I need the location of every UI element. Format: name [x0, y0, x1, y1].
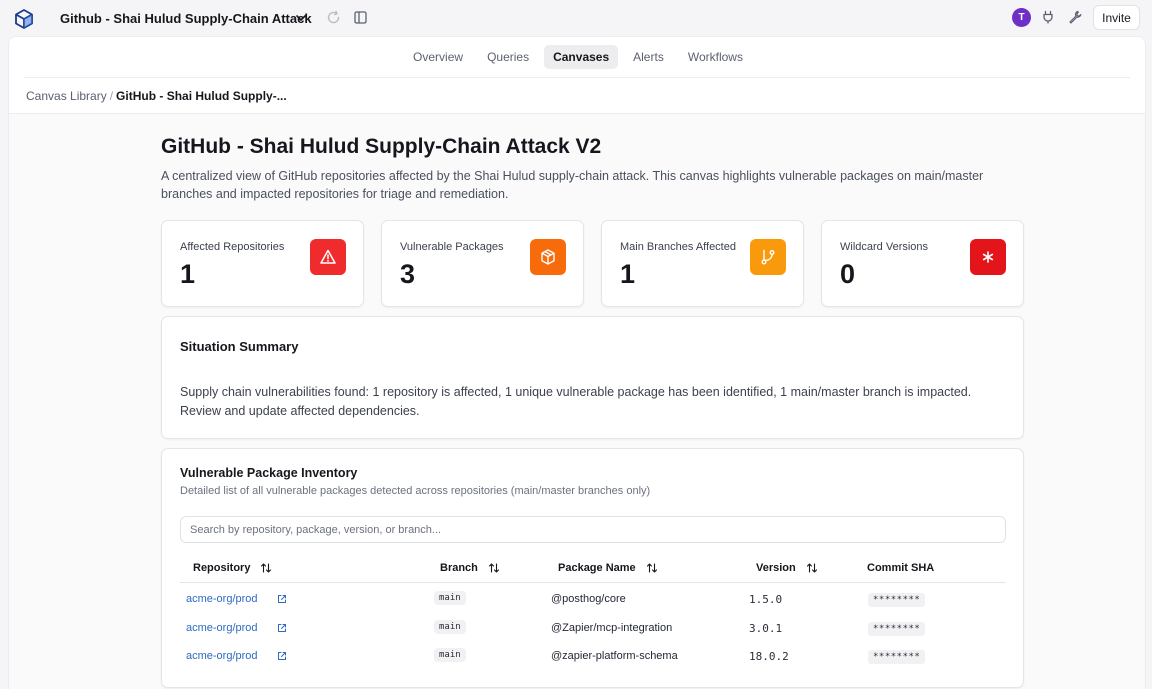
- branch-badge: main: [434, 648, 466, 662]
- branch-badge: main: [434, 591, 466, 605]
- table-row: acme-org/prod main @zapier-platform-sche…: [180, 643, 1006, 671]
- external-link-icon[interactable]: [277, 651, 287, 661]
- table-row: acme-org/prod main @Zapier/mcp-integrati…: [180, 615, 1006, 643]
- commit-sha: ********: [868, 650, 926, 664]
- sort-icon[interactable]: [806, 562, 818, 574]
- column-header-label: Version: [756, 562, 796, 574]
- sort-icon[interactable]: [488, 562, 500, 574]
- main-panel: Overview Queries Canvases Alerts Workflo…: [8, 36, 1146, 689]
- stat-value: 1: [180, 259, 196, 289]
- alert-triangle-icon: [310, 239, 346, 275]
- package-name: @posthog/core: [551, 593, 626, 605]
- breadcrumb-parent-link[interactable]: Canvas Library: [26, 89, 107, 103]
- tab-workflows[interactable]: Workflows: [687, 50, 743, 64]
- commit-sha: ********: [868, 622, 926, 636]
- repository-link[interactable]: acme-org/prod: [186, 622, 258, 634]
- table-row: acme-org/prod main @posthog/core 1.5.0 *…: [180, 586, 1006, 614]
- stat-label: Vulnerable Packages: [400, 241, 504, 253]
- package-icon: [530, 239, 566, 275]
- asterisk-icon: [970, 239, 1006, 275]
- column-header-label: Repository: [193, 562, 251, 574]
- tab-overview[interactable]: Overview: [413, 50, 464, 64]
- divider: [24, 77, 1130, 78]
- inventory-title: Vulnerable Package Inventory: [180, 466, 358, 480]
- column-header-version[interactable]: Version: [756, 562, 818, 574]
- sidebar-toggle-icon[interactable]: [353, 10, 368, 25]
- stat-card-affected-repositories: Affected Repositories 1: [161, 220, 364, 307]
- stat-label: Affected Repositories: [180, 241, 285, 253]
- plug-icon[interactable]: [1041, 10, 1055, 24]
- stat-label: Main Branches Affected: [620, 241, 736, 253]
- chevron-down-icon[interactable]: [294, 11, 308, 25]
- stat-card-vulnerable-packages: Vulnerable Packages 3: [381, 220, 584, 307]
- column-header-repository[interactable]: Repository: [193, 562, 272, 574]
- stat-value: 0: [840, 259, 856, 289]
- page-description: A centralized view of GitHub repositorie…: [161, 169, 984, 201]
- divider: [9, 113, 1145, 114]
- sort-icon[interactable]: [260, 562, 272, 574]
- repository-link[interactable]: acme-org/prod: [186, 593, 258, 605]
- column-header-package-name[interactable]: Package Name: [558, 562, 658, 574]
- tab-canvases[interactable]: Canvases: [544, 45, 619, 69]
- top-bar: Github - Shai Hulud Supply-Chain Attack …: [0, 0, 1152, 36]
- column-header-branch[interactable]: Branch: [440, 562, 500, 574]
- package-name: @Zapier/mcp-integration: [551, 622, 673, 634]
- column-header-commit-sha: Commit SHA: [867, 562, 934, 574]
- external-link-icon[interactable]: [277, 594, 287, 604]
- app-logo-icon[interactable]: [13, 8, 35, 30]
- breadcrumb-separator: /: [109, 89, 114, 103]
- tab-bar: Overview Queries Canvases Alerts Workflo…: [9, 45, 1145, 71]
- wrench-icon[interactable]: [1068, 10, 1082, 24]
- version: 3.0.1: [749, 622, 783, 635]
- invite-button[interactable]: Invite: [1093, 5, 1140, 30]
- user-avatar[interactable]: T: [1012, 8, 1031, 27]
- document-title[interactable]: Github - Shai Hulud Supply-Chain Attack: [60, 11, 312, 26]
- column-header-label: Commit SHA: [867, 562, 935, 574]
- column-header-label: Branch: [440, 562, 478, 574]
- summary-text: Supply chain vulnerabilities found: 1 re…: [180, 385, 972, 418]
- vulnerable-package-inventory-card: Vulnerable Package Inventory Detailed li…: [161, 448, 1024, 688]
- version: 1.5.0: [749, 593, 783, 606]
- situation-summary-card: Situation Summary Supply chain vulnerabi…: [161, 316, 1024, 439]
- sort-icon[interactable]: [646, 562, 658, 574]
- commit-sha: ********: [868, 593, 926, 607]
- page-title: GitHub - Shai Hulud Supply-Chain Attack …: [161, 135, 602, 158]
- tab-queries[interactable]: Queries: [487, 50, 530, 64]
- breadcrumb-current: GitHub - Shai Hulud Supply-...: [116, 89, 287, 103]
- repository-link[interactable]: acme-org/prod: [186, 650, 258, 662]
- stat-value: 1: [620, 259, 636, 289]
- branch-badge: main: [434, 620, 466, 634]
- inventory-subtitle: Detailed list of all vulnerable packages…: [180, 485, 651, 497]
- search-input[interactable]: [180, 516, 1006, 543]
- external-link-icon[interactable]: [277, 623, 287, 633]
- refresh-icon[interactable]: [326, 10, 341, 25]
- column-header-label: Package Name: [558, 562, 636, 574]
- version: 18.0.2: [749, 650, 789, 663]
- package-name: @zapier-platform-schema: [551, 650, 678, 662]
- stat-card-main-branches-affected: Main Branches Affected 1: [601, 220, 804, 307]
- stat-value: 3: [400, 259, 416, 289]
- stat-label: Wildcard Versions: [840, 241, 929, 253]
- summary-title: Situation Summary: [180, 339, 299, 354]
- breadcrumb: Canvas Library / GitHub - Shai Hulud Suppl…: [26, 89, 287, 103]
- git-branch-icon: [750, 239, 786, 275]
- stat-card-wildcard-versions: Wildcard Versions 0: [821, 220, 1024, 307]
- tab-alerts[interactable]: Alerts: [633, 50, 664, 64]
- divider: [180, 582, 1006, 583]
